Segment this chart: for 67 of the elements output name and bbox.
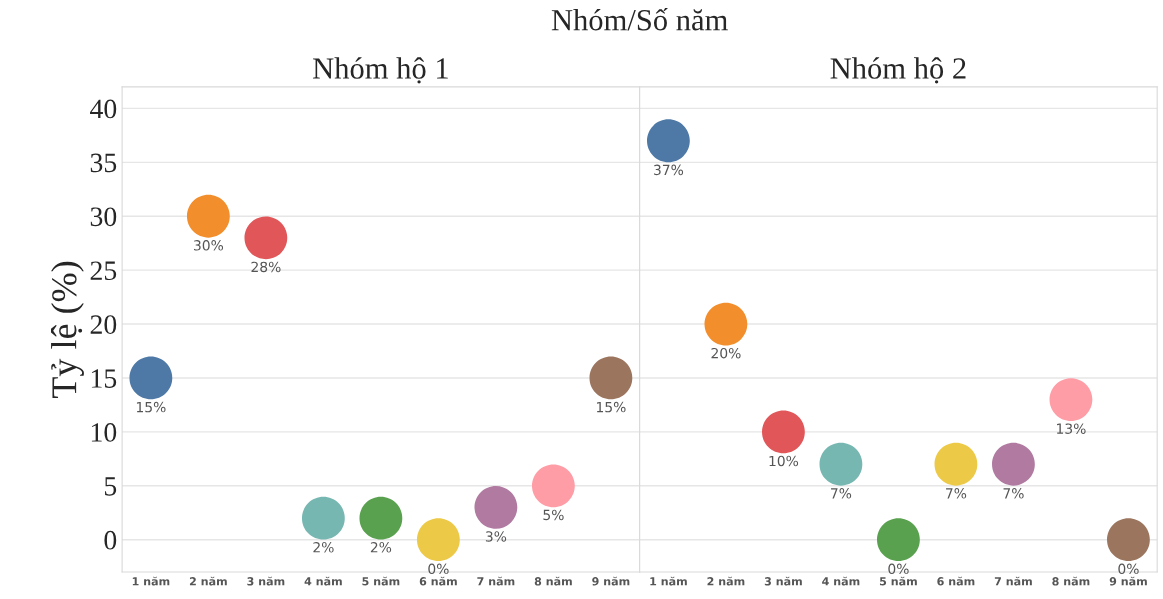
x-tick-label: 6 năm [937,576,975,586]
data-label: 5% [543,509,564,521]
point [531,464,575,508]
x-tick-label: 5 năm [879,576,917,586]
point [589,356,633,400]
data-label: 37% [654,164,684,176]
y-tick-label: 30 [90,207,117,227]
x-tick-label: 7 năm [994,576,1032,586]
point [416,518,460,562]
y-tick-label: 35 [90,153,117,173]
point [819,442,863,486]
data-label: 3% [485,531,507,542]
point [129,356,173,400]
data-label: 15% [596,401,626,413]
point [474,485,518,529]
data-label: 28% [251,261,281,273]
y-tick-label: 15 [91,369,117,388]
point [877,518,920,562]
point [647,119,690,163]
data-label: 0% [888,563,909,575]
y-tick-label: 25 [90,261,117,281]
point [762,410,805,454]
x-tick-label: 9 năm [1109,576,1147,586]
data-label: 2% [370,541,392,553]
data-label: 10% [769,455,799,467]
x-tick-label: 1 năm [650,576,687,586]
x-tick-label: 2 năm [707,576,745,586]
data-label: 0% [428,563,449,575]
point [359,496,403,540]
data-label: 7% [946,488,967,499]
x-tick-label: 4 năm [822,576,860,586]
x-tick-label: 4 năm [304,576,342,586]
x-tick-label: 8 năm [1052,576,1090,586]
data-label: 2% [313,541,334,553]
x-tick-label: 5 năm [362,576,400,586]
data-label: 13% [1057,423,1086,434]
point [934,442,978,486]
x-tick-label: 2 năm [189,576,227,586]
x-tick-label: 6 năm [419,576,457,586]
x-tick-label: 3 năm [247,576,285,586]
point [704,302,748,346]
y-tick-label: 0 [104,530,117,550]
y-tick-label: 40 [90,99,117,119]
data-label: 0% [1118,563,1139,575]
point [992,442,1035,486]
data-label: 15% [136,401,166,413]
x-tick-label: 9 năm [592,576,630,586]
text: Nhóm/Số năm [551,8,728,31]
data-label: 7% [831,488,852,499]
data-label: 30% [193,240,224,251]
chart-title: Nhóm hộ 2 [830,57,966,84]
point [1107,518,1150,562]
data-label: 20% [711,347,741,359]
y-axis-title: Tỷ lệ (%) [51,261,84,398]
chart-title: Nhóm hộ 1 [313,57,448,84]
point [244,216,288,260]
point [1049,378,1093,421]
x-tick-label: 1 năm [132,576,170,586]
point [301,496,345,540]
y-tick-label: 10 [91,423,117,442]
y-tick-label: 20 [90,315,117,334]
data-label: 7% [1003,488,1024,499]
x-tick-label: 7 năm [477,576,515,586]
x-tick-label: 3 năm [764,576,802,586]
x-tick-label: 8 năm [534,576,572,586]
point [186,194,230,238]
y-tick-label: 5 [104,477,117,496]
